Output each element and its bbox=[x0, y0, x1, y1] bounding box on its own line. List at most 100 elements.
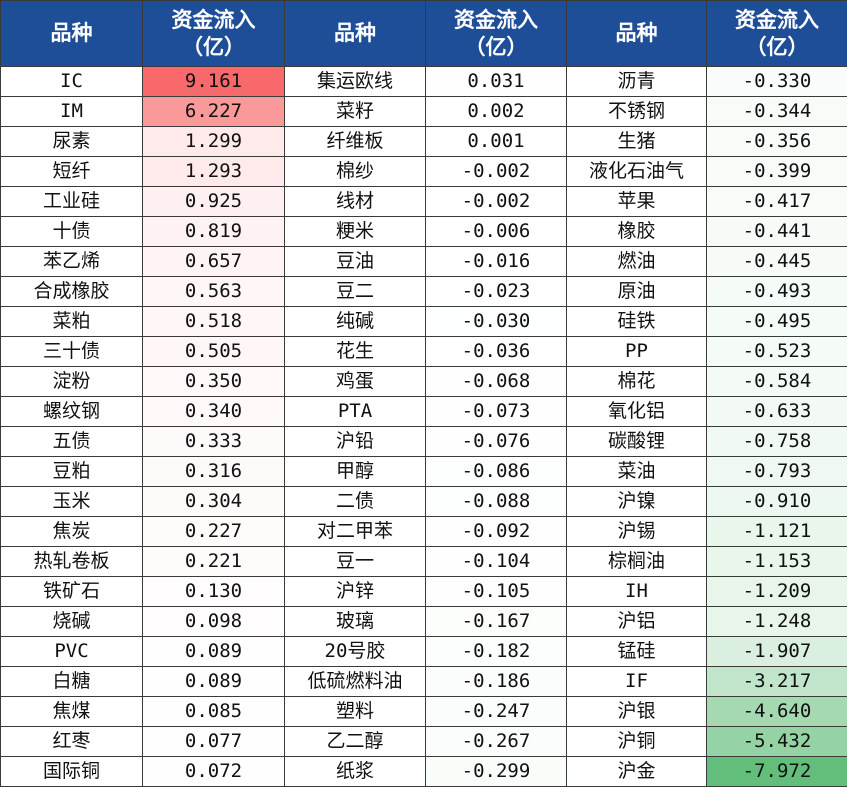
flow-value-cell: -0.441 bbox=[706, 216, 847, 247]
flow-value-cell: 0.085 bbox=[142, 696, 285, 727]
variety-cell: 沪镍 bbox=[566, 486, 707, 517]
flow-value-cell: -0.030 bbox=[425, 306, 567, 337]
variety-cell: 菜粕 bbox=[0, 306, 143, 337]
variety-cell: 塑料 bbox=[284, 696, 426, 727]
variety-cell: 烧碱 bbox=[0, 606, 143, 637]
header-flow-label: 资金流入 bbox=[735, 7, 819, 32]
header-flow-2: 资金流入 （亿） bbox=[425, 0, 567, 67]
flow-value-cell: -0.092 bbox=[425, 516, 567, 547]
header-variety-3: 品种 bbox=[566, 0, 707, 67]
variety-cell: 沪金 bbox=[566, 756, 707, 787]
table-row: 菜粕 0.518 纯碱 -0.030 硅铁 -0.495 bbox=[0, 306, 847, 337]
variety-cell: IH bbox=[566, 576, 707, 607]
variety-cell: 沪锡 bbox=[566, 516, 707, 547]
table-row: 螺纹钢 0.340 PTA -0.073 氧化铝 -0.633 bbox=[0, 396, 847, 427]
flow-value-cell: -4.640 bbox=[706, 696, 847, 727]
flow-value-cell: -0.399 bbox=[706, 156, 847, 187]
variety-cell: 粳米 bbox=[284, 216, 426, 247]
table-row: 豆粕 0.316 甲醇 -0.086 菜油 -0.793 bbox=[0, 456, 847, 487]
variety-cell: 原油 bbox=[566, 276, 707, 307]
variety-cell: 棕榈油 bbox=[566, 546, 707, 577]
flow-value-cell: -0.073 bbox=[425, 396, 567, 427]
flow-value-cell: 0.077 bbox=[142, 726, 285, 757]
flow-value-cell: 0.130 bbox=[142, 576, 285, 607]
variety-cell: 对二甲苯 bbox=[284, 516, 426, 547]
flow-value-cell: -0.167 bbox=[425, 606, 567, 637]
variety-cell: IC bbox=[0, 66, 143, 97]
flow-value-cell: 0.925 bbox=[142, 186, 285, 217]
flow-value-cell: -0.758 bbox=[706, 426, 847, 457]
flow-value-cell: 0.031 bbox=[425, 66, 567, 97]
variety-cell: 二债 bbox=[284, 486, 426, 517]
variety-cell: PVC bbox=[0, 636, 143, 667]
flow-value-cell: 0.819 bbox=[142, 216, 285, 247]
table-row: 三十债 0.505 花生 -0.036 PP -0.523 bbox=[0, 336, 847, 367]
variety-cell: 合成橡胶 bbox=[0, 276, 143, 307]
flow-value-cell: -0.104 bbox=[425, 546, 567, 577]
flow-value-cell: 9.161 bbox=[142, 66, 285, 97]
variety-cell: 花生 bbox=[284, 336, 426, 367]
variety-cell: 玻璃 bbox=[284, 606, 426, 637]
variety-cell: 国际铜 bbox=[0, 756, 143, 787]
header-variety-2: 品种 bbox=[284, 0, 426, 67]
variety-cell: 菜油 bbox=[566, 456, 707, 487]
table-row: 玉米 0.304 二债 -0.088 沪镍 -0.910 bbox=[0, 486, 847, 517]
variety-cell: 苯乙烯 bbox=[0, 246, 143, 277]
flow-value-cell: -0.910 bbox=[706, 486, 847, 517]
variety-cell: 集运欧线 bbox=[284, 66, 426, 97]
variety-cell: 豆油 bbox=[284, 246, 426, 277]
variety-cell: 白糖 bbox=[0, 666, 143, 697]
variety-cell: 锰硅 bbox=[566, 636, 707, 667]
variety-cell: 工业硅 bbox=[0, 186, 143, 217]
flow-value-cell: -0.493 bbox=[706, 276, 847, 307]
variety-cell: 线材 bbox=[284, 186, 426, 217]
table-row: 工业硅 0.925 线材 -0.002 苹果 -0.417 bbox=[0, 186, 847, 217]
flow-value-cell: 6.227 bbox=[142, 96, 285, 127]
variety-cell: 短纤 bbox=[0, 156, 143, 187]
flow-value-cell: -0.002 bbox=[425, 186, 567, 217]
variety-cell: 豆粕 bbox=[0, 456, 143, 487]
table-row: PVC 0.089 20号胶 -0.182 锰硅 -1.907 bbox=[0, 636, 847, 667]
variety-cell: 生猪 bbox=[566, 126, 707, 157]
flow-value-cell: -0.002 bbox=[425, 156, 567, 187]
flow-value-cell: 0.002 bbox=[425, 96, 567, 127]
table-row: 十债 0.819 粳米 -0.006 橡胶 -0.441 bbox=[0, 216, 847, 247]
flow-value-cell: -0.036 bbox=[425, 336, 567, 367]
variety-cell: 纤维板 bbox=[284, 126, 426, 157]
variety-cell: 铁矿石 bbox=[0, 576, 143, 607]
flow-value-cell: -0.076 bbox=[425, 426, 567, 457]
flow-value-cell: -0.068 bbox=[425, 366, 567, 397]
flow-value-cell: -1.153 bbox=[706, 546, 847, 577]
flow-value-cell: -1.209 bbox=[706, 576, 847, 607]
variety-cell: 沪铝 bbox=[566, 606, 707, 637]
variety-cell: 20号胶 bbox=[284, 636, 426, 667]
flow-value-cell: -0.330 bbox=[706, 66, 847, 97]
flow-value-cell: 0.098 bbox=[142, 606, 285, 637]
flow-value-cell: -0.006 bbox=[425, 216, 567, 247]
flow-value-cell: -0.016 bbox=[425, 246, 567, 277]
flow-value-cell: -1.907 bbox=[706, 636, 847, 667]
table-row: 五债 0.333 沪铅 -0.076 碳酸锂 -0.758 bbox=[0, 426, 847, 457]
variety-cell: 螺纹钢 bbox=[0, 396, 143, 427]
variety-cell: 豆二 bbox=[284, 276, 426, 307]
variety-cell: 五债 bbox=[0, 426, 143, 457]
variety-cell: 橡胶 bbox=[566, 216, 707, 247]
table-row: IM 6.227 菜籽 0.002 不锈钢 -0.344 bbox=[0, 96, 847, 127]
flow-value-cell: 0.227 bbox=[142, 516, 285, 547]
flow-value-cell: 0.089 bbox=[142, 666, 285, 697]
variety-cell: 甲醇 bbox=[284, 456, 426, 487]
variety-cell: 液化石油气 bbox=[566, 156, 707, 187]
flow-value-cell: 0.089 bbox=[142, 636, 285, 667]
flow-value-cell: -0.793 bbox=[706, 456, 847, 487]
variety-cell: 热轧卷板 bbox=[0, 546, 143, 577]
flow-value-cell: 0.316 bbox=[142, 456, 285, 487]
header-flow-label: 资金流入 bbox=[171, 7, 256, 32]
flow-value-cell: -0.247 bbox=[425, 696, 567, 727]
variety-cell: IF bbox=[566, 666, 707, 697]
variety-cell: 不锈钢 bbox=[566, 96, 707, 127]
variety-cell: 菜籽 bbox=[284, 96, 426, 127]
flow-value-cell: -0.267 bbox=[425, 726, 567, 757]
flow-value-cell: 0.340 bbox=[142, 396, 285, 427]
header-row: 品种 资金流入 （亿） 品种 资金流入 （亿） 品种 资金流入 （亿） bbox=[0, 0, 847, 67]
